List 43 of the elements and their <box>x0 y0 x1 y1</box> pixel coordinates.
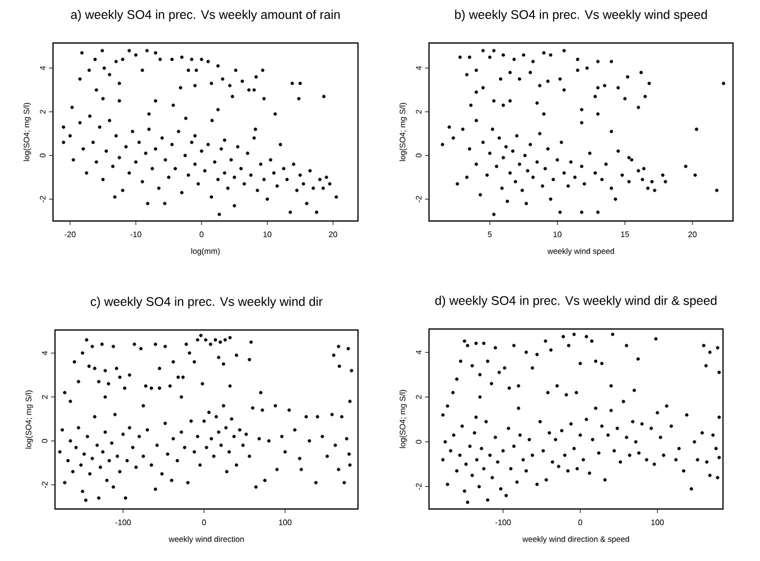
y-tick-label: 4 <box>416 66 422 70</box>
chart-title: d) weekly SO4 in prec. Vs weekly wind dir & speed <box>435 296 716 308</box>
y-tick-label: 2 <box>42 395 48 399</box>
x-tick-label: -20 <box>64 232 76 238</box>
chart-title: b) weekly SO4 in prec. Vs weekly wind speed <box>455 10 707 22</box>
chart-title: c) weekly SO4 in prec. Vs weekly wind dir <box>90 296 322 308</box>
y-tick-label: 0 <box>416 154 422 158</box>
x-tick-label: -100 <box>115 520 131 526</box>
y-tick-label: 4 <box>416 350 422 354</box>
y-axis-title: log(SO4; mg S/l) <box>23 102 31 162</box>
x-tick-label: 100 <box>279 520 292 526</box>
x-tick-label: 20 <box>688 232 697 238</box>
y-tick-label: 2 <box>40 110 46 114</box>
y-tick-label: -2 <box>40 196 46 202</box>
x-tick-label: 20 <box>328 232 338 238</box>
x-tick-label: 10 <box>263 232 272 238</box>
x-tick-label: -100 <box>495 520 511 526</box>
y-tick-label: 0 <box>40 154 46 158</box>
x-axis-title: weekly wind direction & speed <box>522 536 630 544</box>
x-tick-label: 5 <box>488 232 492 238</box>
x-tick-label: -10 <box>130 232 142 238</box>
x-axis-title: log(mm) <box>191 248 220 256</box>
x-tick-label: 0 <box>200 232 204 238</box>
x-tick-label: 0 <box>578 520 582 526</box>
x-tick-label: 0 <box>202 520 206 526</box>
y-tick-label: -2 <box>416 483 422 490</box>
y-tick-label: 4 <box>40 66 46 70</box>
y-tick-label: 4 <box>42 351 48 356</box>
y-tick-label: 2 <box>416 110 422 114</box>
y-axis-title: log(SO4; mg S/l) <box>399 390 407 448</box>
y-tick-label: -2 <box>42 482 48 488</box>
x-axis-title: weekly wind speed <box>547 248 614 256</box>
x-tick-label: 15 <box>621 232 630 238</box>
x-tick-label: 10 <box>554 232 562 238</box>
y-tick-label: 0 <box>42 438 48 443</box>
x-tick-label: 100 <box>651 520 664 526</box>
y-tick-label: 0 <box>416 440 422 444</box>
y-tick-label: 2 <box>416 395 422 399</box>
y-axis-title: log(SO4; mg S/l) <box>399 102 407 162</box>
x-axis-title: weekly wind direction <box>168 536 244 544</box>
y-axis-title: log(SO4; mg S/l) <box>25 390 33 449</box>
y-tick-label: -2 <box>416 196 422 202</box>
chart-title: a) weekly SO4 in prec. Vs weekly amount of rain <box>71 10 340 22</box>
